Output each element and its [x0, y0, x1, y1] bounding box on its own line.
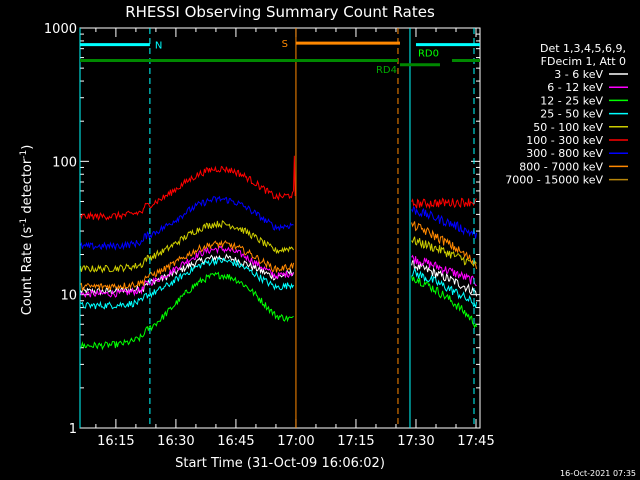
series-2-post — [411, 275, 478, 329]
series-0-pre — [79, 253, 294, 296]
x-tick-label: 17:15 — [337, 434, 374, 449]
series-1-pre — [79, 245, 294, 298]
legend-label-3: 25 - 50 keV — [540, 108, 603, 121]
legend-label-6: 300 - 800 keV — [526, 147, 603, 160]
series-7-post — [411, 221, 478, 270]
x-tick-label: 16:15 — [97, 434, 134, 449]
flare-spike — [293, 155, 296, 196]
y-axis-label: Count Rate (s-1 detector-1) — [19, 145, 35, 316]
series-1-post — [411, 254, 477, 287]
series-6-post — [411, 205, 478, 239]
x-tick-label: 16:45 — [217, 434, 254, 449]
rd4-label: RD4 — [376, 65, 397, 76]
x-axis-label: Start Time (31-Oct-09 16:06:02) — [175, 456, 385, 471]
series-6-pre — [79, 195, 294, 251]
series-4-pre — [79, 220, 294, 274]
legend-label-8: 7000 - 15000 keV — [505, 174, 603, 187]
x-tick-label: 17:00 — [277, 434, 314, 449]
rd0-label: RD0 — [418, 49, 439, 60]
series-3-pre — [80, 257, 294, 310]
y-tick-label: 100 — [52, 155, 77, 170]
n-label: N — [155, 41, 162, 52]
legend-label-2: 12 - 25 keV — [540, 94, 603, 107]
legend-label-5: 100 - 300 keV — [526, 134, 603, 147]
s-label: S — [282, 39, 288, 50]
series-2-pre — [80, 271, 294, 351]
series-7-pre — [80, 239, 294, 292]
series-3-post — [411, 267, 478, 308]
legend-label-7: 800 - 7000 keV — [519, 160, 603, 173]
legend-header: Det 1,3,4,5,6,9, — [540, 42, 626, 55]
y-tick-label: 1000 — [44, 22, 77, 37]
x-tick-label: 17:45 — [457, 434, 494, 449]
y-tick-label: 10 — [60, 289, 77, 304]
legend-header: FDecim 1, Att 0 — [541, 55, 626, 68]
svg-text:Count Rate (s-1 detector-1): Count Rate (s-1 detector-1) — [19, 145, 35, 316]
legend-label-0: 3 - 6 keV — [554, 68, 603, 81]
series-5-pre — [79, 165, 294, 221]
legend: Det 1,3,4,5,6,9,FDecim 1, Att 03 - 6 keV… — [505, 42, 628, 187]
legend-label-4: 50 - 100 keV — [533, 121, 603, 134]
chart-title: RHESSI Observing Summary Count Rates — [125, 3, 435, 21]
series-4-post — [411, 236, 477, 268]
footer-timestamp: 16-Oct-2021 07:35 — [560, 469, 636, 478]
series-5-post — [411, 197, 477, 210]
y-tick-label: 1 — [69, 422, 77, 437]
x-tick-label: 16:30 — [157, 434, 194, 449]
x-tick-label: 17:30 — [397, 434, 434, 449]
plot-area: 1 10 100 1000 16:15 16:30 16:45 17:00 17:15 17:30… — [44, 22, 495, 449]
legend-label-1: 6 - 12 keV — [547, 81, 603, 94]
